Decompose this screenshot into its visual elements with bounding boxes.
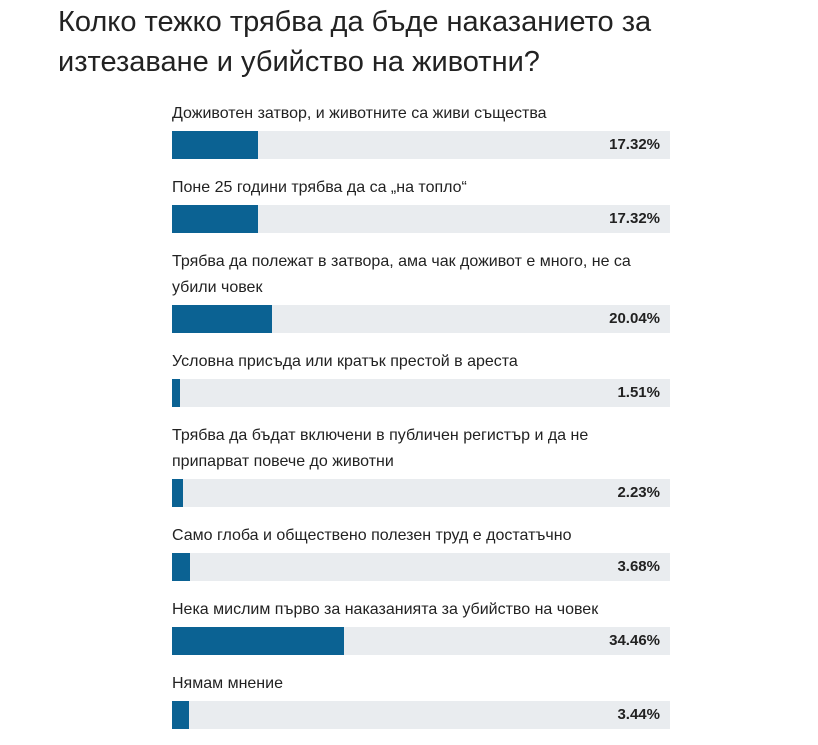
- option-label: Условна присъда или кратък престой в аре…: [172, 353, 518, 370]
- option-label: Трябва да бъдат включени в публичен реги…: [172, 427, 589, 470]
- poll-option: Трябва да полежат в затвора, ама чак дож…: [172, 249, 670, 333]
- bar: [172, 627, 344, 655]
- poll-options: Доживотен затвор, и животните са живи съ…: [172, 101, 670, 745]
- option-label: Поне 25 години трябва да са „на топло“: [172, 179, 467, 196]
- poll-option: Доживотен затвор, и животните са живи съ…: [172, 101, 670, 159]
- bar-track: 2.23%: [172, 479, 670, 507]
- poll-option: Нека мислим първо за наказанията за убий…: [172, 597, 670, 655]
- bar-track: 20.04%: [172, 305, 670, 333]
- poll-option: Поне 25 години трябва да са „на топло“ 17…: [172, 175, 670, 233]
- bar-track: 17.32%: [172, 205, 670, 233]
- value-label: 34.46%: [609, 632, 660, 649]
- bar-track: 17.32%: [172, 131, 670, 159]
- bar-track: 34.46%: [172, 627, 670, 655]
- bar-track: 1.51%: [172, 379, 670, 407]
- bar: [172, 205, 259, 233]
- bar: [172, 701, 190, 729]
- option-label: Само глоба и обществено полезен труд е д…: [172, 527, 572, 544]
- bar: [172, 305, 272, 333]
- bar: [172, 553, 191, 581]
- value-label: 20.04%: [609, 310, 660, 327]
- value-label: 17.32%: [609, 136, 660, 153]
- poll-option: Условна присъда или кратък престой в аре…: [172, 349, 670, 407]
- bar: [172, 131, 259, 159]
- poll-option: Само глоба и обществено полезен труд е д…: [172, 523, 670, 581]
- option-label: Доживотен затвор, и животните са живи съ…: [172, 105, 547, 122]
- poll-option: Нямам мнение 3.44%: [172, 671, 670, 729]
- value-label: 2.23%: [617, 484, 660, 501]
- bar-track: 3.68%: [172, 553, 670, 581]
- poll-option: Трябва да бъдат включени в публичен реги…: [172, 423, 670, 507]
- value-label: 3.68%: [617, 558, 660, 575]
- option-label: Нямам мнение: [172, 675, 283, 692]
- bar: [172, 379, 180, 407]
- poll-title: Колко тежко трябва да бъде наказанието з…: [58, 6, 652, 78]
- option-label: Трябва да полежат в затвора, ама чак дож…: [172, 253, 631, 296]
- value-label: 1.51%: [617, 384, 660, 401]
- option-label: Нека мислим първо за наказанията за убий…: [172, 601, 599, 618]
- bar: [172, 479, 184, 507]
- bar-track: 3.44%: [172, 701, 670, 729]
- value-label: 3.44%: [617, 706, 660, 723]
- value-label: 17.32%: [609, 210, 660, 227]
